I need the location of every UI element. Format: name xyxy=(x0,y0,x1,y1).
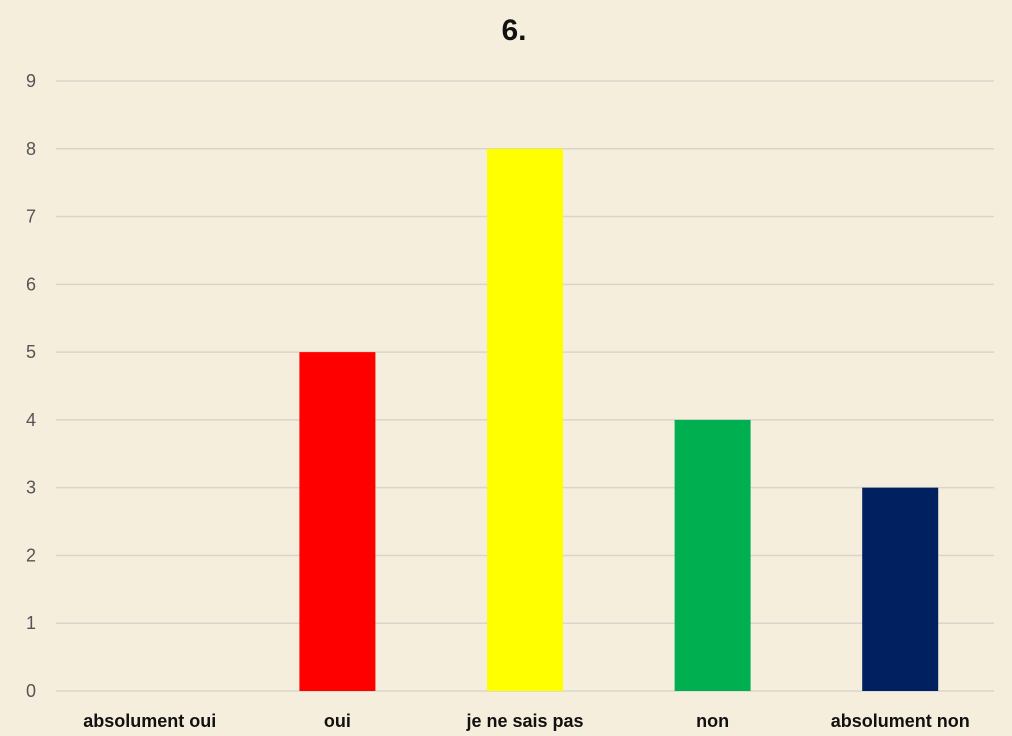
y-tick-label: 9 xyxy=(26,71,36,91)
bars xyxy=(299,148,939,691)
y-tick-label: 7 xyxy=(26,207,36,227)
y-tick-label: 3 xyxy=(26,478,36,498)
x-tick-label: oui xyxy=(324,711,351,731)
bar xyxy=(862,487,939,691)
y-tick-label: 5 xyxy=(26,342,36,362)
y-tick-label: 2 xyxy=(26,545,36,565)
y-tick-label: 6 xyxy=(26,274,36,294)
bar xyxy=(299,352,376,691)
x-tick-label: absolument oui xyxy=(83,711,216,731)
y-tick-label: 8 xyxy=(26,139,36,159)
x-axis-tick-labels: absolument oui oui je ne sais pas non absolu… xyxy=(83,711,969,731)
x-tick-label: je ne sais pas xyxy=(465,711,583,731)
y-tick-label: 0 xyxy=(26,681,36,701)
x-tick-label: absolument non xyxy=(831,711,970,731)
x-tick-label: non xyxy=(696,711,729,731)
y-axis-tick-labels: 0 1 2 3 4 5 6 7 8 9 xyxy=(26,71,36,701)
bar xyxy=(674,419,751,691)
y-tick-label: 1 xyxy=(26,613,36,633)
chart-title: 6. xyxy=(501,14,526,47)
y-tick-label: 4 xyxy=(26,410,36,430)
bar xyxy=(487,148,563,691)
